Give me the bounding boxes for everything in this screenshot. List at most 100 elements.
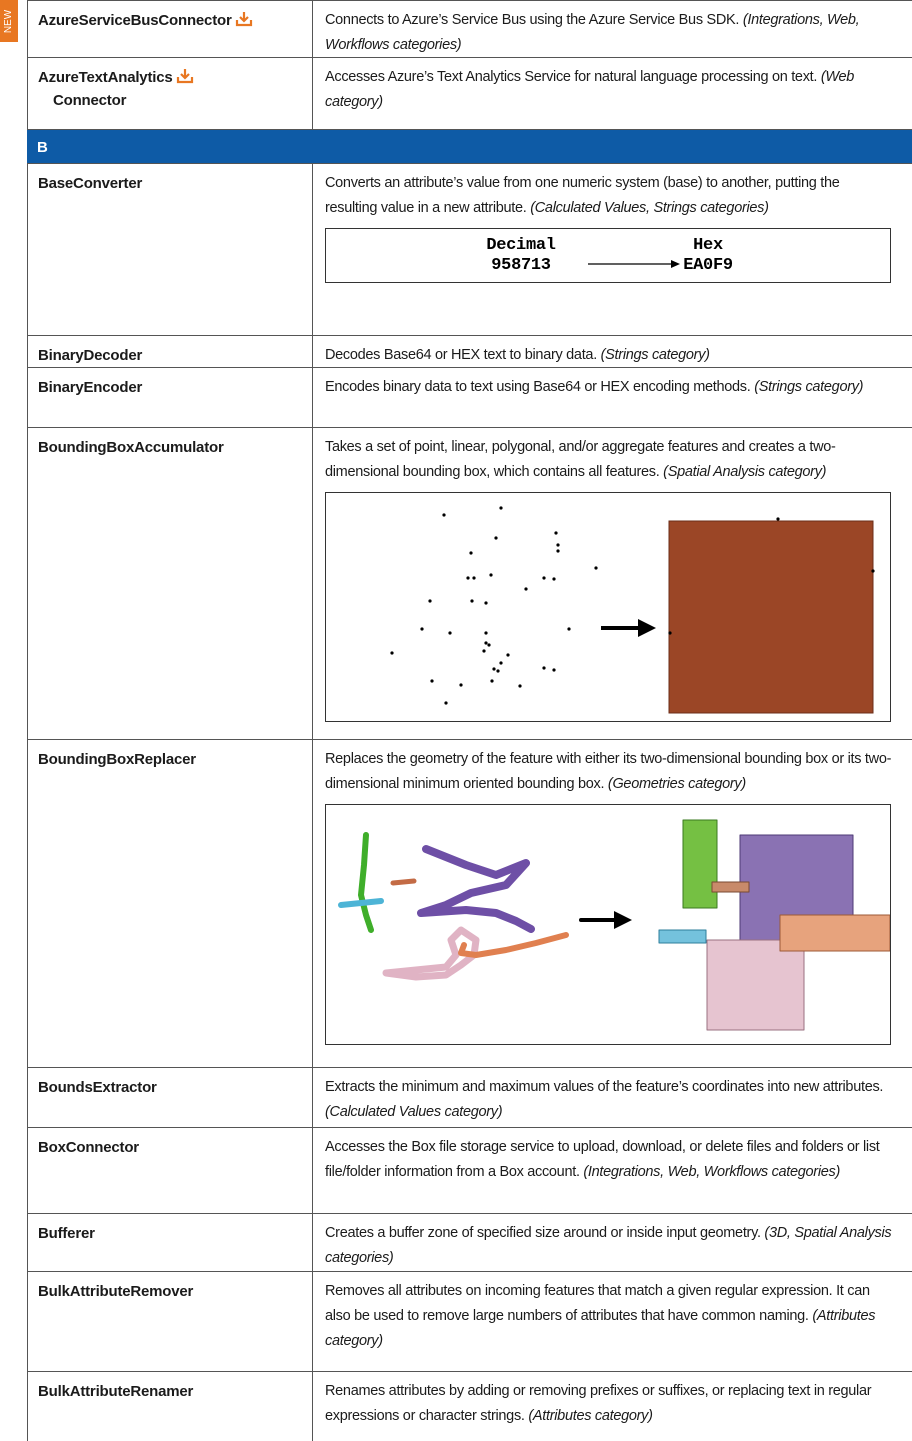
point bbox=[489, 573, 493, 577]
point bbox=[871, 569, 875, 573]
category-note: (Calculated Values category) bbox=[325, 1104, 503, 1120]
category-note: (Strings category) bbox=[754, 379, 864, 395]
point bbox=[469, 551, 473, 555]
to-value: EA0F9 bbox=[683, 256, 733, 275]
point bbox=[518, 684, 522, 688]
table-row: BinaryDecoder Decodes Base64 or HEX text … bbox=[27, 335, 912, 367]
point bbox=[428, 599, 432, 603]
description-cell: Extracts the minimum and maximum values … bbox=[314, 1068, 912, 1127]
point bbox=[552, 668, 556, 672]
point bbox=[459, 683, 463, 687]
figure bbox=[325, 804, 891, 1045]
category-note: (Geometries category) bbox=[607, 776, 746, 792]
point bbox=[492, 667, 496, 671]
point bbox=[484, 631, 488, 635]
point bbox=[552, 577, 556, 581]
to-label: Hex bbox=[693, 236, 723, 255]
transformer-name: BoundsExtractor bbox=[38, 1079, 157, 1096]
point bbox=[668, 631, 672, 635]
table-row: BoundingBoxAccumulator Takes a set of poi… bbox=[27, 427, 912, 739]
point bbox=[524, 587, 528, 591]
table-row: AzureTextAnalytics Connector Accesses Azur… bbox=[27, 57, 912, 129]
name-cell: BaseConverter bbox=[28, 164, 313, 335]
description: Decodes Base64 or HEX text to binary dat… bbox=[325, 347, 597, 363]
point bbox=[567, 627, 571, 631]
name-cell: BulkAttributeRenamer bbox=[28, 1372, 313, 1441]
category-note: (Integrations, Web, Workflows categories… bbox=[325, 12, 860, 53]
table-row: BoundingBoxReplacer Replaces the geometry… bbox=[27, 739, 912, 1067]
point bbox=[494, 536, 498, 540]
description-cell: Takes a set of point, linear, polygonal,… bbox=[314, 428, 912, 739]
point bbox=[499, 506, 503, 510]
description-cell: Accesses the Box file storage service to… bbox=[314, 1128, 912, 1213]
name-cell: BoundsExtractor bbox=[28, 1068, 313, 1127]
description: Takes a set of point, linear, polygonal,… bbox=[325, 439, 836, 480]
point bbox=[470, 599, 474, 603]
table-row: BulkAttributeRenamer Renames attributes b… bbox=[27, 1371, 912, 1441]
table-row: BaseConverter Converts an attribute’s val… bbox=[27, 163, 912, 335]
point bbox=[487, 643, 491, 647]
category-note: (Attributes category) bbox=[528, 1408, 653, 1424]
point bbox=[442, 513, 446, 517]
point bbox=[444, 701, 448, 705]
description: Converts an attribute’s value from one n… bbox=[325, 175, 840, 216]
download-icon bbox=[235, 12, 252, 27]
badge-text: NEW bbox=[3, 9, 15, 33]
name-cell: AzureTextAnalytics Connector bbox=[28, 58, 313, 129]
description: Extracts the minimum and maximum values … bbox=[325, 1079, 884, 1095]
figure-replacer bbox=[338, 819, 891, 1031]
point bbox=[430, 679, 434, 683]
description: Accesses the Box file storage service to… bbox=[325, 1139, 880, 1180]
table-row: BulkAttributeRemover Removes all attribut… bbox=[27, 1271, 912, 1371]
point bbox=[776, 517, 780, 521]
table-row: BoxConnector Accesses the Box file storag… bbox=[27, 1127, 912, 1213]
section-header: B bbox=[27, 129, 912, 163]
point bbox=[594, 566, 598, 570]
description: Removes all attributes on incoming featu… bbox=[325, 1283, 870, 1324]
description: Replaces the geometry of the feature wit… bbox=[325, 751, 892, 792]
name-cell: BulkAttributeRemover bbox=[28, 1272, 313, 1371]
new-badge: NEW bbox=[0, 0, 18, 42]
category-note: (Strings category) bbox=[600, 347, 710, 363]
description-cell: Removes all attributes on incoming featu… bbox=[314, 1272, 912, 1371]
transformer-name: Connector bbox=[53, 92, 127, 109]
description: Encodes binary data to text using Base64… bbox=[325, 379, 751, 395]
point bbox=[448, 631, 452, 635]
category-note: (Attributes category) bbox=[325, 1308, 876, 1349]
point bbox=[506, 653, 510, 657]
name-cell: BoundingBoxAccumulator bbox=[28, 428, 313, 739]
description-cell: Connects to Azure’s Service Bus using th… bbox=[314, 1, 912, 57]
transformer-name: BoundingBoxAccumulator bbox=[38, 439, 224, 456]
name-cell: BoxConnector bbox=[28, 1128, 313, 1213]
name-cell: Bufferer bbox=[28, 1214, 313, 1271]
point bbox=[484, 641, 488, 645]
figure-hex: Decimal 958713 Hex EA0F9 bbox=[486, 236, 733, 275]
description-cell: Replaces the geometry of the feature wit… bbox=[314, 740, 912, 1067]
transformer-name: BinaryEncoder bbox=[38, 379, 143, 396]
transformer-name: AzureTextAnalytics bbox=[38, 69, 173, 86]
description: Connects to Azure’s Service Bus using th… bbox=[325, 12, 740, 28]
point bbox=[542, 576, 546, 580]
name-cell: BoundingBoxReplacer bbox=[28, 740, 313, 1067]
description-cell: Encodes binary data to text using Base64… bbox=[314, 368, 912, 427]
description-cell: Accesses Azure’s Text Analytics Service … bbox=[314, 58, 912, 129]
figure bbox=[325, 492, 891, 722]
from-value: 958713 bbox=[491, 256, 551, 275]
point bbox=[554, 531, 558, 535]
description-cell: Converts an attribute’s value from one n… bbox=[314, 164, 912, 335]
name-cell: BinaryEncoder bbox=[28, 368, 313, 427]
name-cell: AzureServiceBusConnector bbox=[28, 1, 313, 57]
category-note: (Calculated Values, Strings categories) bbox=[530, 200, 769, 216]
download-icon bbox=[176, 69, 193, 84]
transformer-name: BulkAttributeRenamer bbox=[38, 1383, 194, 1400]
category-note: (Integrations, Web, Workflows categories… bbox=[583, 1164, 840, 1180]
category-note: (Spatial Analysis category) bbox=[663, 464, 827, 480]
point bbox=[496, 669, 500, 673]
table-row: AzureServiceBusConnector Connects to Azur… bbox=[27, 0, 912, 57]
table-row: BinaryEncoder Encodes binary data to text… bbox=[27, 367, 912, 427]
transformer-name: BaseConverter bbox=[38, 175, 143, 192]
from-label: Decimal bbox=[486, 236, 555, 255]
description-cell: Renames attributes by adding or removing… bbox=[314, 1372, 912, 1441]
description-cell: Decodes Base64 or HEX text to binary dat… bbox=[314, 336, 912, 367]
